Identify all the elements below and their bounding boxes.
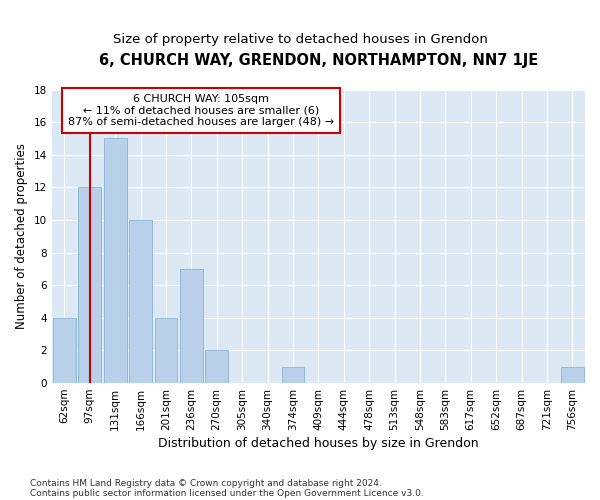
Bar <box>155 318 178 383</box>
Text: Contains HM Land Registry data © Crown copyright and database right 2024.: Contains HM Land Registry data © Crown c… <box>30 478 382 488</box>
Text: Size of property relative to detached houses in Grendon: Size of property relative to detached ho… <box>113 32 487 46</box>
Bar <box>104 138 127 383</box>
Bar <box>281 367 304 383</box>
Text: Contains public sector information licensed under the Open Government Licence v3: Contains public sector information licen… <box>30 488 424 498</box>
Text: 6 CHURCH WAY: 105sqm
← 11% of detached houses are smaller (6)
87% of semi-detach: 6 CHURCH WAY: 105sqm ← 11% of detached h… <box>68 94 334 127</box>
Bar <box>79 188 101 383</box>
X-axis label: Distribution of detached houses by size in Grendon: Distribution of detached houses by size … <box>158 437 479 450</box>
Title: 6, CHURCH WAY, GRENDON, NORTHAMPTON, NN7 1JE: 6, CHURCH WAY, GRENDON, NORTHAMPTON, NN7… <box>99 52 538 68</box>
Y-axis label: Number of detached properties: Number of detached properties <box>15 144 28 330</box>
Bar <box>53 318 76 383</box>
Bar <box>205 350 228 383</box>
Bar <box>561 367 584 383</box>
Bar <box>180 269 203 383</box>
Bar <box>129 220 152 383</box>
